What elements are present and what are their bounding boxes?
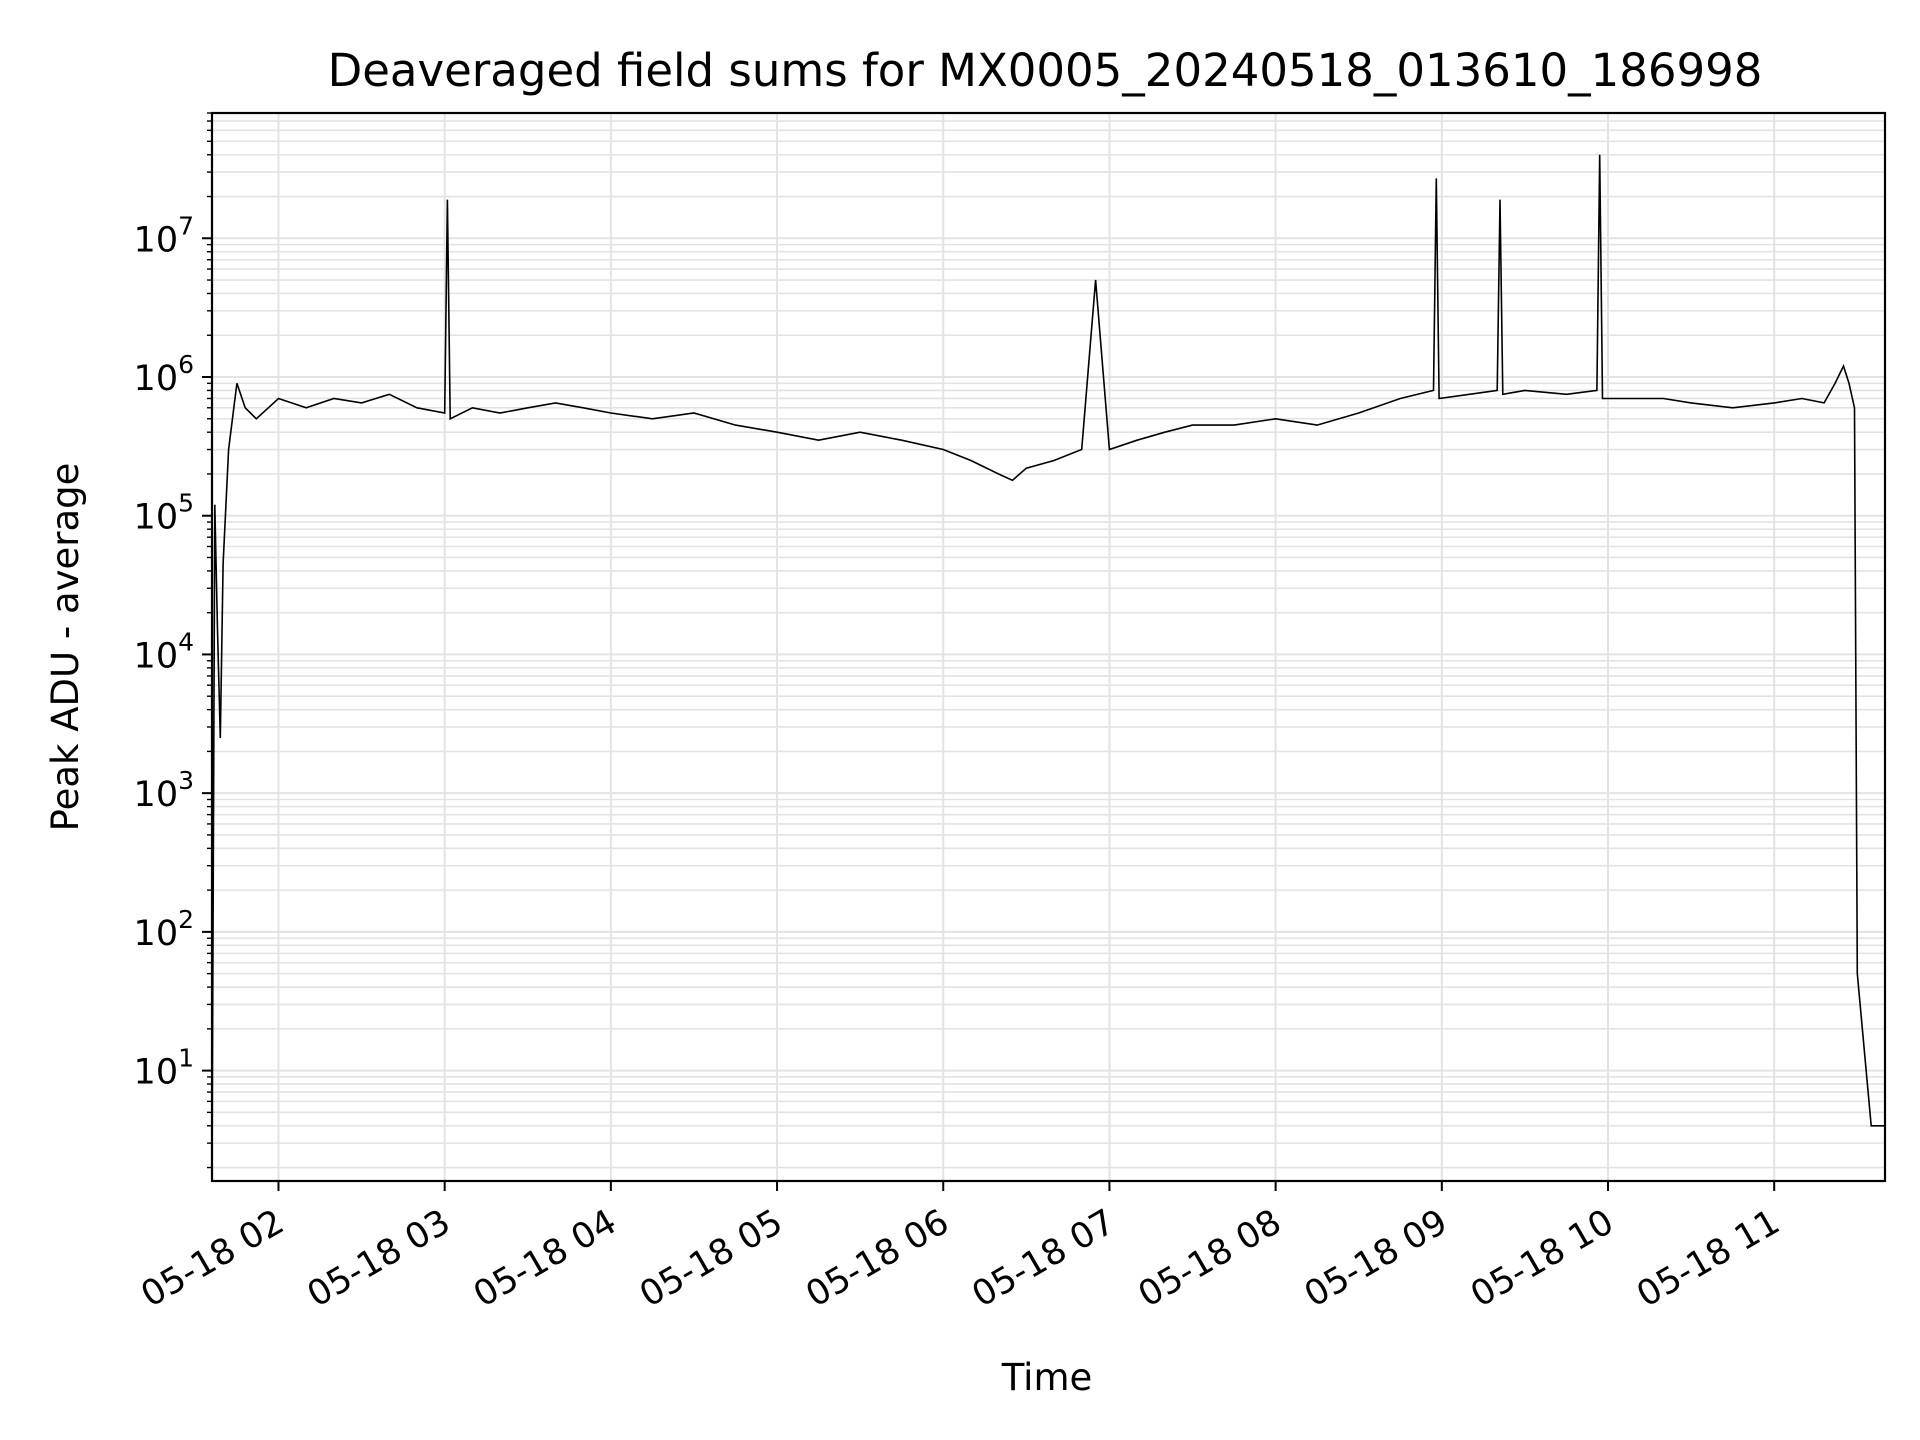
x-tick-label: 05-18 03: [301, 1202, 457, 1315]
data-point: [1233, 424, 1235, 426]
data-point: [998, 473, 1000, 475]
data-point: [446, 199, 448, 201]
x-tick-label: 05-18 10: [1464, 1202, 1620, 1315]
data-point: [942, 449, 944, 451]
data-point: [1025, 467, 1027, 469]
data-point: [1316, 424, 1318, 426]
x-tick-label: 05-18 02: [135, 1202, 291, 1315]
x-axis-label: Time: [1001, 1356, 1093, 1399]
data-point: [555, 402, 557, 404]
y-tick-label: 104: [134, 627, 194, 676]
data-point: [333, 398, 335, 400]
data-point: [1012, 479, 1014, 481]
data-point: [1095, 279, 1097, 281]
data-point: [1496, 389, 1498, 391]
data-point: [1275, 418, 1277, 420]
data-point: [1502, 393, 1504, 395]
series-line: [211, 154, 1885, 1182]
data-point: [1524, 389, 1526, 391]
data-point: [449, 418, 451, 420]
data-point: [1192, 424, 1194, 426]
x-tick-label: 05-18 09: [1298, 1202, 1454, 1315]
data-point: [361, 402, 363, 404]
data-point: [1602, 398, 1604, 400]
data-point: [1053, 460, 1055, 462]
data-point: [1732, 407, 1734, 409]
data-point: [1136, 439, 1138, 441]
data-point: [1773, 402, 1775, 404]
data-point: [1164, 431, 1166, 433]
data-point: [1848, 382, 1850, 384]
data-point: [1834, 382, 1836, 384]
data-point: [1596, 389, 1598, 391]
y-tick-label: 102: [134, 905, 194, 954]
data-point: [499, 412, 501, 414]
data-point: [901, 439, 903, 441]
data-point: [244, 407, 246, 409]
data-point: [1823, 402, 1825, 404]
x-tick-label: 05-18 08: [1132, 1202, 1288, 1315]
data-point: [818, 439, 820, 441]
data-point: [1870, 1125, 1872, 1127]
data-point: [228, 449, 230, 451]
plot-frame: [210, 111, 1887, 1183]
x-axis: 05-18 02 05-18 03 05-18 04 05-18 05 05-18 06…: [135, 1181, 1787, 1315]
data-point: [214, 504, 216, 506]
data-point: [1358, 412, 1360, 414]
data-point: [388, 393, 390, 395]
data-point: [1399, 398, 1401, 400]
data-point: [278, 398, 280, 400]
y-tick-label: 106: [134, 350, 194, 399]
y-axis-label: Peak ADU - average: [44, 463, 87, 832]
data-point: [527, 407, 529, 409]
plot-data: [211, 154, 1885, 1182]
data-point: [1438, 398, 1440, 400]
grid-lines: [212, 112, 1885, 1181]
data-point: [970, 460, 972, 462]
data-point: [859, 431, 861, 433]
x-tick-label: 05-18 04: [467, 1202, 623, 1315]
data-point: [1662, 398, 1664, 400]
y-tick-label: 103: [134, 766, 194, 815]
data-point: [776, 431, 778, 433]
x-tick-label: 05-18 05: [633, 1202, 789, 1315]
data-point: [1499, 199, 1501, 201]
data-point: [222, 563, 224, 565]
data-point: [582, 407, 584, 409]
data-point: [1469, 393, 1471, 395]
x-tick-label: 05-18 06: [799, 1202, 955, 1315]
data-point: [219, 737, 221, 739]
data-point: [1801, 398, 1803, 400]
data-point: [693, 412, 695, 414]
data-point: [610, 412, 612, 414]
y-tick-label: 101: [134, 1044, 194, 1093]
data-point: [471, 407, 473, 409]
data-point: [651, 418, 653, 420]
data-point: [1635, 398, 1637, 400]
chart-title: Deaveraged field sums for MX0005_2024051…: [328, 44, 1763, 97]
data-point: [1854, 407, 1856, 409]
data-point: [1433, 389, 1435, 391]
data-point: [1690, 402, 1692, 404]
data-point: [1856, 973, 1858, 975]
data-point: [1843, 365, 1845, 367]
y-tick-label: 105: [134, 489, 194, 538]
data-point: [1081, 449, 1083, 451]
data-point: [236, 382, 238, 384]
data-point: [416, 407, 418, 409]
data-point: [305, 407, 307, 409]
data-point: [255, 418, 257, 420]
data-point: [1599, 154, 1601, 156]
data-point: [735, 424, 737, 426]
y-axis: 101 102 103 104 105 106 107: [134, 112, 212, 1169]
y-tick-label: 107: [134, 211, 194, 260]
data-point: [444, 412, 446, 414]
data-point: [217, 629, 219, 631]
x-tick-label: 05-18 07: [966, 1202, 1122, 1315]
data-point: [1108, 449, 1110, 451]
data-point: [1435, 177, 1437, 179]
x-tick-label: 05-18 11: [1630, 1202, 1786, 1315]
data-point: [1566, 393, 1568, 395]
